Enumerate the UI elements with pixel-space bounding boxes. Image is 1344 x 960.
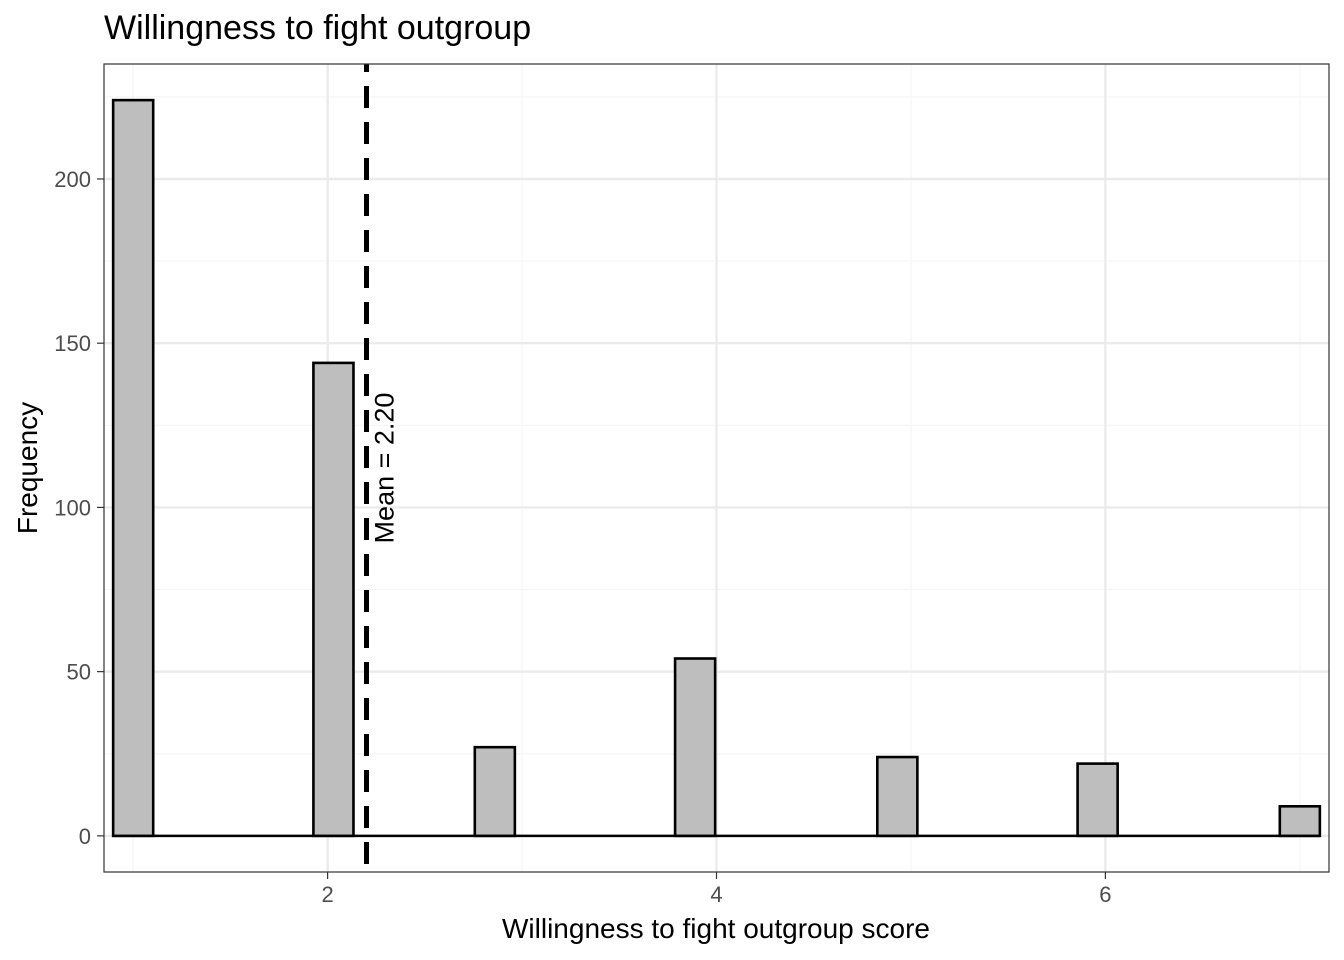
x-tick-label: 4 xyxy=(710,882,722,907)
axes: 2 4 6 0 50 100 150 200 xyxy=(54,167,1111,907)
y-tick-label: 0 xyxy=(79,824,91,849)
histogram-bar xyxy=(876,755,919,838)
grid-lines xyxy=(104,64,1329,872)
x-tick-label: 6 xyxy=(1099,882,1111,907)
histogram-bar xyxy=(111,98,155,838)
histogram-bar xyxy=(1278,805,1322,838)
histogram-bar xyxy=(473,745,517,838)
y-axis-title: Frequency xyxy=(12,402,43,534)
histogram-bar xyxy=(312,361,355,838)
y-tick-label: 200 xyxy=(54,167,91,192)
chart-title: Willingness to fight outgroup xyxy=(104,9,531,47)
bars xyxy=(111,98,1322,838)
y-tick-label: 150 xyxy=(54,331,91,356)
y-tick-label: 50 xyxy=(67,660,91,685)
mean-label: Mean = 2.20 xyxy=(370,393,400,544)
mean-marker: Mean = 2.20 xyxy=(364,64,400,872)
x-tick-label: 2 xyxy=(321,882,333,907)
histogram-bar xyxy=(673,657,717,838)
x-axis-title: Willingness to fight outgroup score xyxy=(502,913,930,944)
y-tick-label: 100 xyxy=(54,495,91,520)
histogram-bar xyxy=(1076,762,1119,838)
